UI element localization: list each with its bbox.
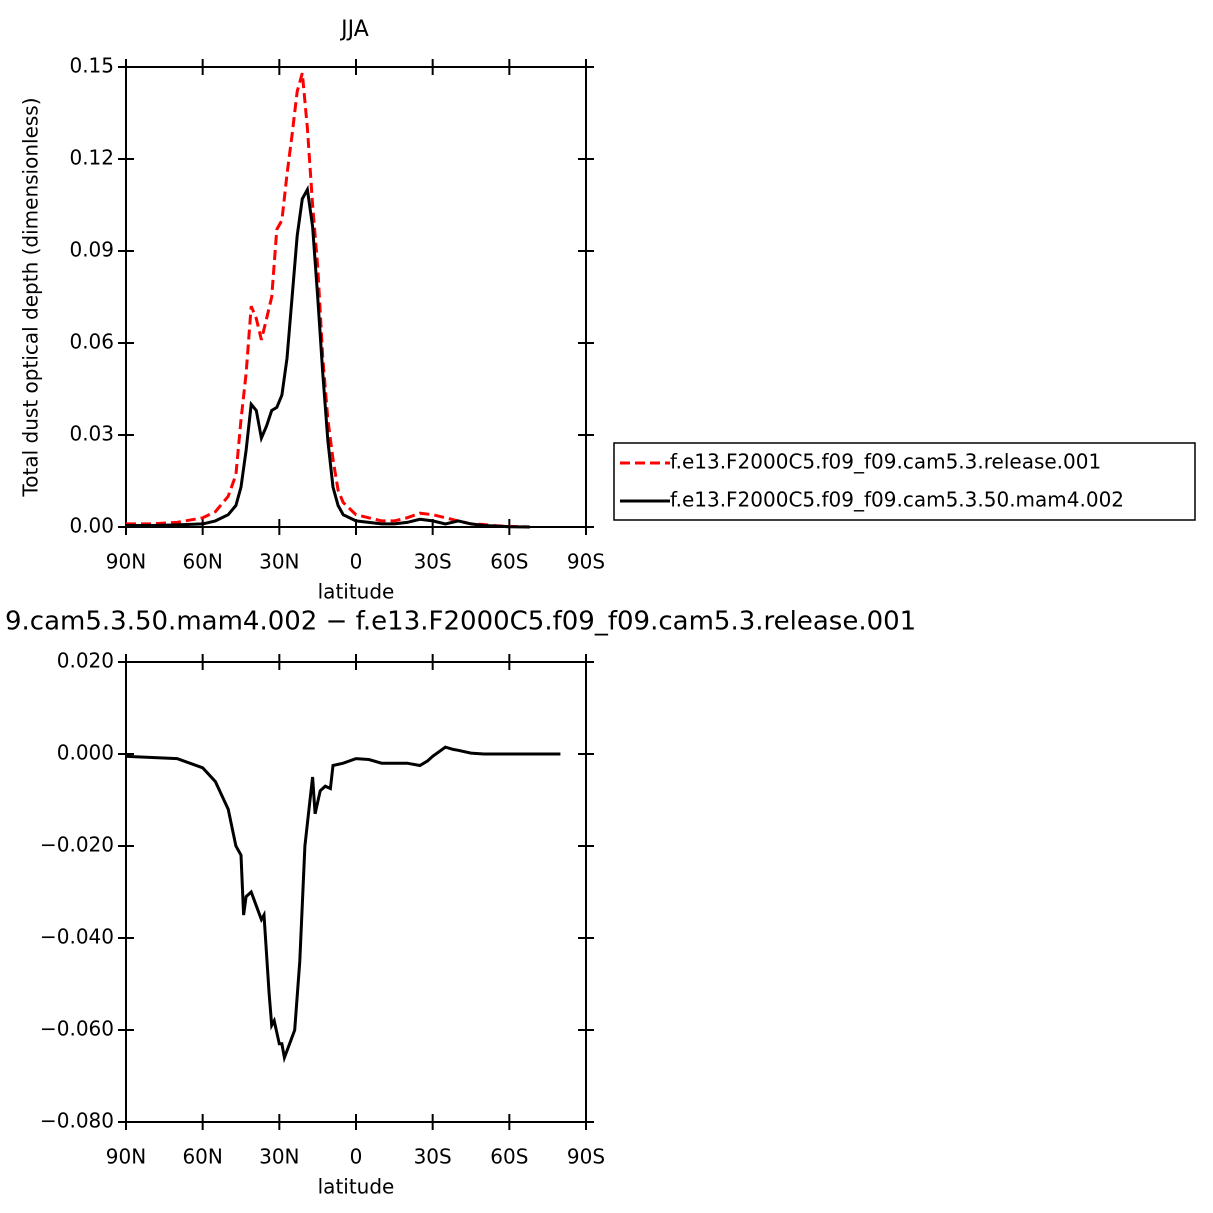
- x-tick-label: 90S: [567, 550, 605, 574]
- y-tick-label: −0.060: [40, 1017, 114, 1041]
- x-tick-label: 30S: [414, 1145, 452, 1169]
- x-tick-label: 90S: [567, 1145, 605, 1169]
- x-tick-label: 60S: [490, 550, 528, 574]
- y-tick-label: 0.15: [69, 54, 114, 78]
- series-line: [126, 185, 530, 529]
- y-tick-label: 0.00: [69, 514, 114, 538]
- y-tick-label: −0.020: [40, 833, 114, 857]
- x-axis-label: latitude: [318, 1175, 395, 1199]
- legend-label: f.e13.F2000C5.f09_f09.cam5.3.release.001: [670, 450, 1101, 474]
- x-tick-label: 30N: [259, 550, 299, 574]
- y-tick-label: 0.12: [69, 146, 114, 170]
- y-tick-label: 0.000: [57, 741, 114, 765]
- legend-label: f.e13.F2000C5.f09_f09.cam5.3.50.mam4.002: [670, 488, 1124, 512]
- x-tick-label: 60N: [182, 550, 222, 574]
- chart-title: 9.cam5.3.50.mam4.002 − f.e13.F2000C5.f09…: [5, 607, 916, 637]
- y-tick-label: −0.080: [40, 1109, 114, 1133]
- y-tick-label: 0.06: [69, 330, 114, 354]
- series-line: [126, 72, 530, 529]
- x-tick-label: 90N: [106, 1145, 146, 1169]
- plot-frame: [125, 66, 587, 528]
- x-tick-label: 30N: [259, 1145, 299, 1169]
- x-axis-label: latitude: [318, 580, 395, 604]
- x-tick-label: 60S: [490, 1145, 528, 1169]
- y-tick-label: −0.040: [40, 925, 114, 949]
- x-tick-label: 30S: [414, 550, 452, 574]
- y-tick-label: 0.03: [69, 422, 114, 446]
- plot-frame: [125, 661, 587, 1123]
- series-line: [125, 745, 561, 1064]
- y-tick-label: 0.09: [69, 238, 114, 262]
- legend-box: [613, 442, 1196, 521]
- x-tick-label: 0: [350, 1145, 363, 1169]
- x-tick-label: 0: [350, 550, 363, 574]
- chart-title: JJA: [339, 17, 369, 42]
- x-tick-label: 90N: [106, 550, 146, 574]
- y-tick-label: 0.020: [57, 649, 114, 673]
- x-tick-label: 60N: [182, 1145, 222, 1169]
- y-axis-label: Total dust optical depth (dimensionless): [19, 97, 43, 497]
